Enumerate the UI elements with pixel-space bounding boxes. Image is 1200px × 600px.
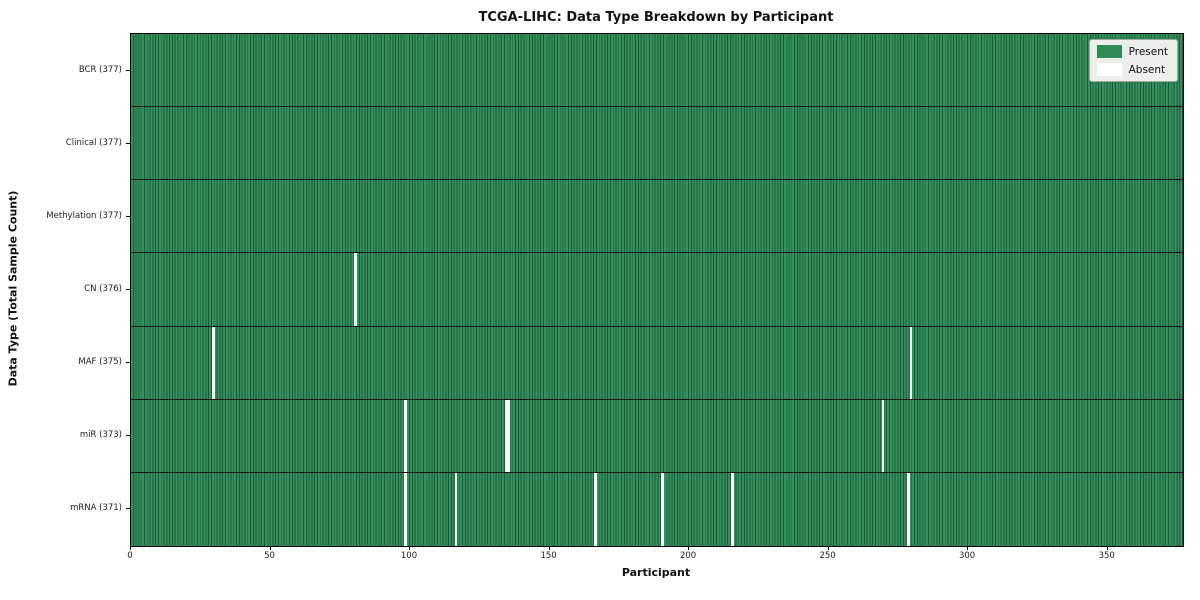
y-tick-mark: [126, 508, 130, 510]
absent-gap: [909, 326, 913, 399]
x-tick-mark: [130, 546, 131, 550]
y-tick-mark: [126, 289, 130, 290]
absent-gap: [504, 399, 511, 472]
chart-title: TCGA-LIHC: Data Type Breakdown by Partic…: [478, 10, 834, 25]
heatmap-row-mir: [131, 399, 1183, 473]
absent-gap: [211, 326, 215, 399]
legend-swatch-present: [1096, 45, 1122, 58]
y-tick-mark: [126, 215, 130, 217]
x-tick-mark: [688, 546, 690, 550]
legend: Present Absent: [1088, 39, 1178, 82]
legend-entry-absent: Absent: [1096, 63, 1168, 76]
x-tick-label: 0: [127, 551, 133, 561]
x-tick-mark: [967, 546, 969, 550]
absent-gap: [454, 472, 458, 546]
x-tick-mark: [1106, 546, 1108, 550]
y-tick-label: CN (376): [84, 284, 122, 294]
heatmap-row-bcr: [131, 34, 1183, 108]
y-axis-label: Data Type (Total Sample Count): [6, 190, 20, 387]
heatmap-row-cn: [131, 253, 1183, 327]
y-tick-mark: [126, 142, 130, 144]
absent-gap: [404, 399, 408, 472]
absent-gap: [594, 472, 597, 546]
y-tick-mark: [126, 362, 130, 364]
y-tick-mark: [126, 69, 130, 71]
absent-gap: [661, 472, 664, 546]
x-tick-mark: [409, 546, 410, 550]
y-tick-label: Clinical (377): [65, 137, 122, 148]
x-tick-mark: [548, 546, 550, 550]
x-tick-label: 300: [958, 551, 976, 561]
y-tick-label: mRNA (371): [70, 503, 122, 514]
heatmap-row-clinical: [131, 107, 1183, 181]
heatmap-row-methylation: [131, 180, 1183, 254]
legend-swatch-absent: [1096, 63, 1122, 76]
y-tick-label: Methylation (377): [46, 210, 122, 221]
x-tick-label: 250: [819, 551, 836, 561]
absent-gap: [730, 472, 734, 546]
y-tick-label: miR (373): [79, 430, 122, 441]
heatmap-row-maf: [131, 326, 1183, 400]
absent-gap: [906, 472, 910, 546]
absent-gap: [881, 399, 885, 472]
legend-label: Absent: [1128, 63, 1166, 76]
plot-area: [130, 33, 1184, 547]
x-axis-label: Participant: [621, 566, 691, 579]
absent-gap: [404, 472, 408, 546]
absent-gap: [354, 253, 358, 326]
x-tick-label: 150: [540, 551, 557, 561]
x-tick-label: 200: [679, 551, 697, 561]
x-tick-mark: [269, 546, 271, 550]
legend-label: Present: [1128, 45, 1168, 58]
y-tick-label: BCR (377): [78, 64, 122, 75]
x-tick-label: 350: [1098, 551, 1115, 561]
y-tick-mark: [126, 435, 130, 437]
x-tick-mark: [827, 546, 829, 550]
x-tick-label: 100: [400, 551, 418, 561]
x-tick-label: 50: [264, 551, 275, 561]
y-tick-label: MAF (375): [78, 357, 122, 368]
heatmap-row-mrna: [131, 472, 1183, 546]
legend-entry-present: Present: [1096, 45, 1168, 58]
